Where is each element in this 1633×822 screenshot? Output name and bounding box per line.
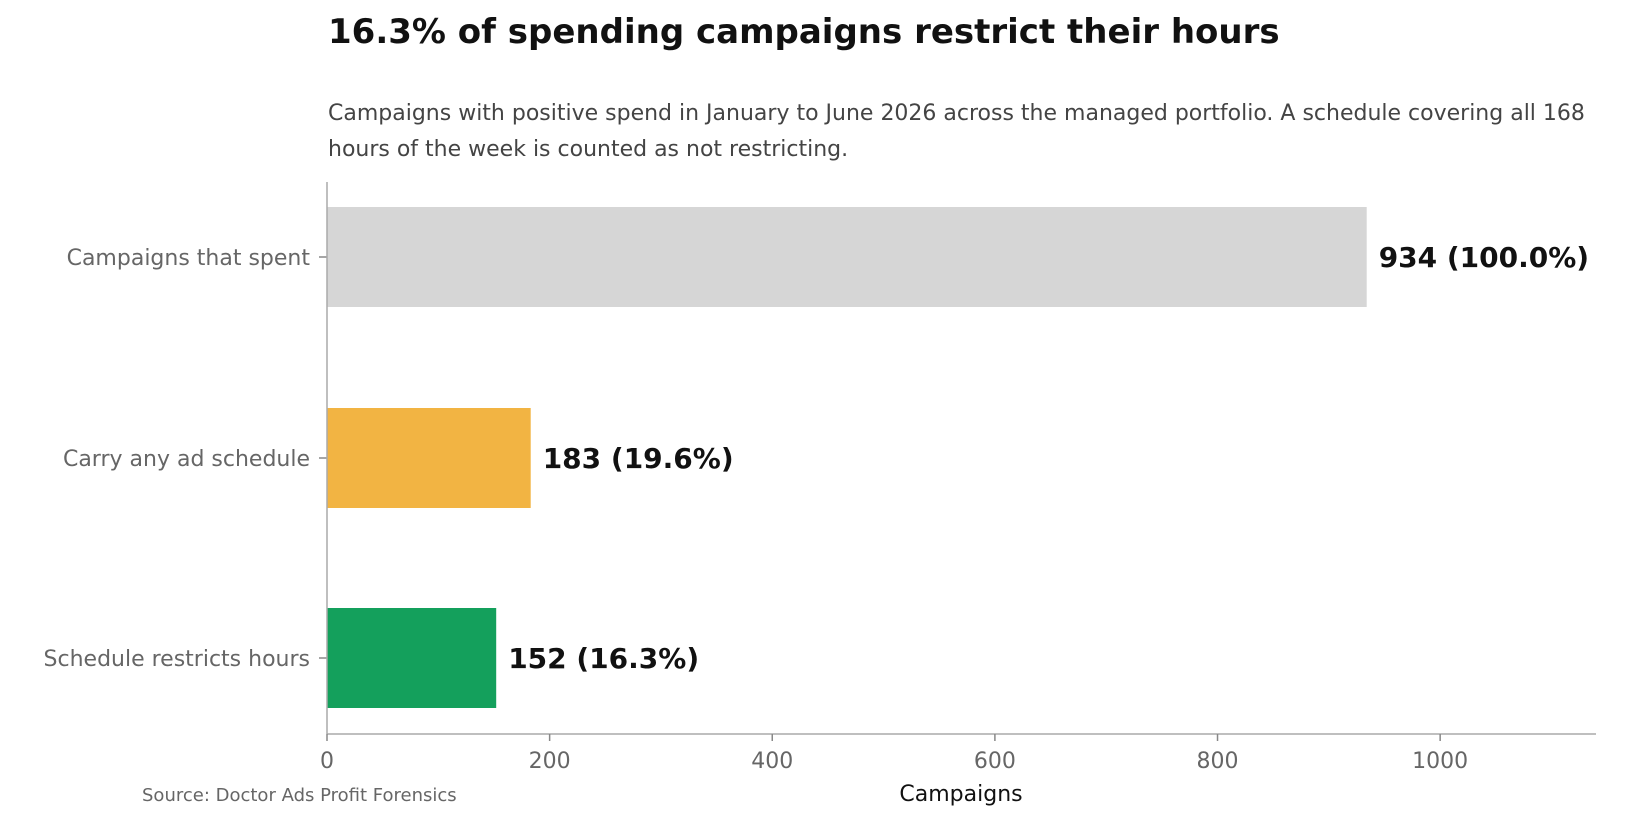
category-label-3: Schedule restricts hours xyxy=(44,647,310,672)
x-tick-label-3: 400 xyxy=(751,749,793,774)
bar-1 xyxy=(327,207,1367,307)
category-label-1: Campaigns that spent xyxy=(67,246,311,271)
x-tick-label-1: 0 xyxy=(320,749,334,774)
x-axis-title: Campaigns xyxy=(899,782,1022,807)
value-label-3: 152 (16.3%) xyxy=(508,642,699,675)
value-label-1: 934 (100.0%) xyxy=(1379,241,1589,274)
bar-2 xyxy=(327,408,531,508)
x-tick-label-2: 200 xyxy=(529,749,571,774)
category-label-2: Carry any ad schedule xyxy=(63,447,310,472)
x-tick-label-5: 800 xyxy=(1197,749,1239,774)
bar-3 xyxy=(327,608,497,708)
x-tick-label-4: 600 xyxy=(974,749,1016,774)
x-tick-label-6: 1000 xyxy=(1412,749,1468,774)
source-note: Source: Doctor Ads Profit Forensics xyxy=(142,785,457,806)
value-label-2: 183 (19.6%) xyxy=(543,442,734,475)
chart-subtitle: Campaigns with positive spend in January… xyxy=(328,101,1585,162)
chart-title: 16.3% of spending campaigns restrict the… xyxy=(328,12,1280,52)
